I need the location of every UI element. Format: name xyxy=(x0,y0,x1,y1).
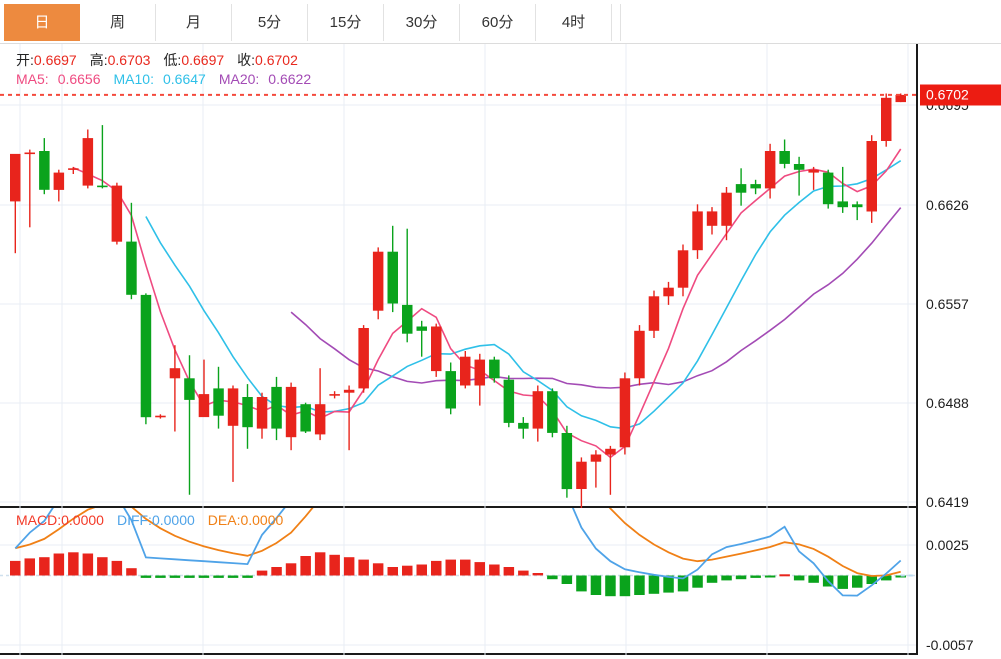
price-axis-tick: 0.6488 xyxy=(926,395,969,411)
ma20-value: 0.6622 xyxy=(268,71,312,87)
ma10-label: MA10: xyxy=(113,71,154,87)
tab-5min[interactable]: 5分 xyxy=(232,4,308,41)
timeframe-tabs: 日周月 5分 15分 30分 60分 4时 xyxy=(4,4,612,41)
close-label: 收: xyxy=(237,52,256,68)
close-value: 0.6702 xyxy=(255,52,298,68)
tabbar-filler xyxy=(620,4,997,41)
ma10-value: 0.6647 xyxy=(162,71,206,87)
dea-label: DEA: xyxy=(207,512,241,528)
macd-axis-tick: 0.0025 xyxy=(926,537,969,553)
ma5-label: MA5: xyxy=(16,71,49,87)
tab-30min[interactable]: 30分 xyxy=(384,4,460,41)
high-value: 0.6703 xyxy=(107,52,151,68)
macd-axis-tick: -0.0057 xyxy=(926,637,974,653)
timeframe-tabbar: 日周月 5分 15分 30分 60分 4时 xyxy=(0,0,1001,44)
tab-day[interactable]: 日 xyxy=(4,4,80,41)
price-axis-tick: 0.6557 xyxy=(926,296,969,312)
current-price-tag[interactable]: 0.6702 xyxy=(920,84,1001,106)
ohlc-legend: 开:0.6697 高:0.6703 低:0.6697 收:0.6702 xyxy=(16,50,298,70)
high-label: 高: xyxy=(89,52,108,68)
tab-week[interactable]: 周 xyxy=(80,4,156,41)
price-chart-canvas[interactable] xyxy=(0,44,916,508)
ma5-value: 0.6656 xyxy=(57,71,101,87)
price-axis-tick: 0.6626 xyxy=(926,197,969,213)
open-label: 开: xyxy=(16,52,34,68)
tab-15min[interactable]: 15分 xyxy=(308,4,384,41)
macd-label: MACD: xyxy=(16,512,62,528)
price-chart-panel[interactable] xyxy=(0,44,916,508)
low-value: 0.6697 xyxy=(181,52,225,68)
macd-value: 0.0000 xyxy=(61,512,104,528)
low-label: 低: xyxy=(163,52,182,68)
tab-month[interactable]: 月 xyxy=(156,4,232,41)
tab-4hour[interactable]: 4时 xyxy=(536,4,612,41)
macd-chart-panel[interactable] xyxy=(0,508,916,655)
tab-60min[interactable]: 60分 xyxy=(460,4,536,41)
macd-legend: MACD:0.0000 DIFF:0.0000 DEA:0.0000 xyxy=(16,512,283,528)
diff-label: DIFF: xyxy=(116,512,152,528)
ma20-label: MA20: xyxy=(218,71,260,87)
diff-value: 0.0000 xyxy=(151,512,195,528)
price-axis-tick: 0.6419 xyxy=(926,494,969,510)
macd-chart-canvas[interactable] xyxy=(0,508,916,655)
price-axis-column[interactable]: 0.66950.66260.65570.64880.64190.0025-0.0… xyxy=(916,44,1001,655)
open-value: 0.6697 xyxy=(33,52,77,68)
dea-value: 0.0000 xyxy=(240,512,284,528)
ma-legend: MA5: 0.6656 MA10: 0.6647 MA20: 0.6622 xyxy=(16,71,311,87)
